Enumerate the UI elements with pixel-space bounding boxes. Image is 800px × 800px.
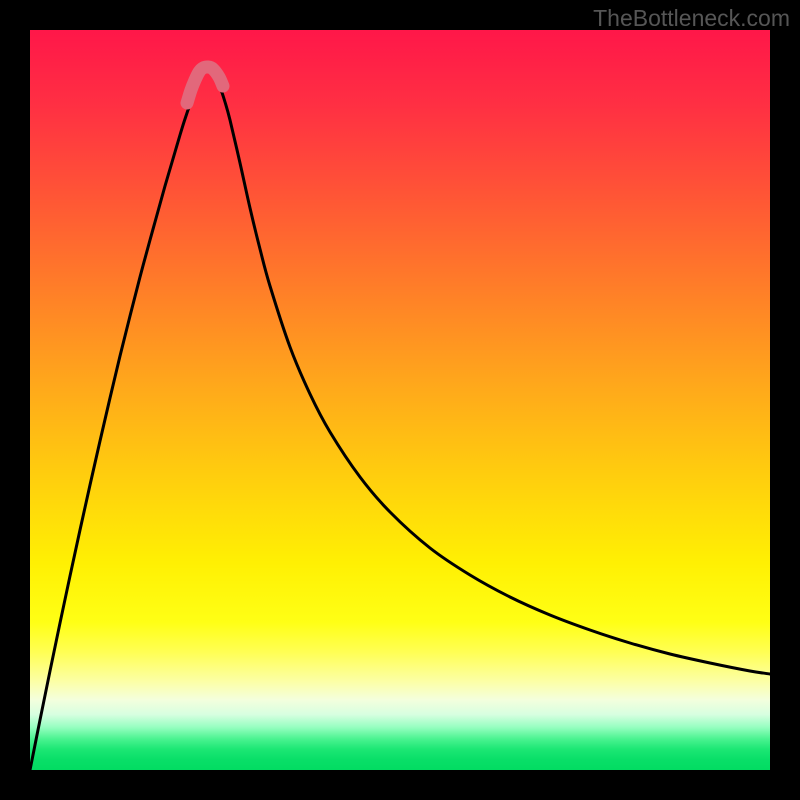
frame-bottom — [0, 770, 800, 800]
frame-right — [770, 0, 800, 800]
plot-area — [30, 30, 770, 770]
bottleneck-curve — [30, 71, 770, 770]
chart-svg — [30, 30, 770, 770]
trough-marker — [187, 67, 223, 103]
frame-left — [0, 0, 30, 800]
watermark-text: TheBottleneck.com — [593, 5, 790, 32]
